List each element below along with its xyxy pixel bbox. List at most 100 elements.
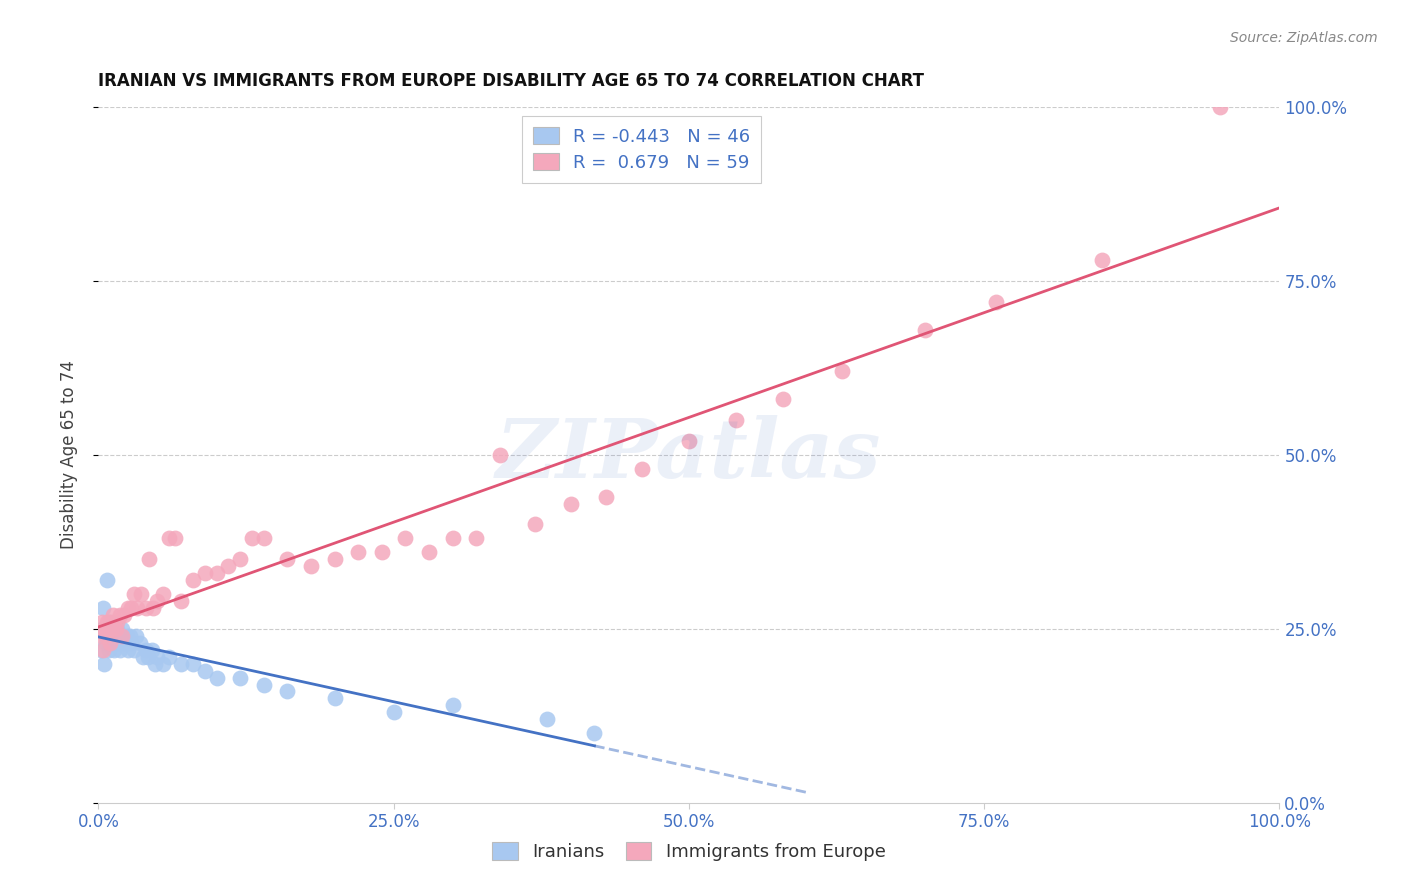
Point bbox=[595, 490, 617, 504]
Point bbox=[103, 615, 125, 629]
Point bbox=[98, 642, 121, 657]
Point bbox=[772, 392, 794, 407]
Point bbox=[560, 497, 582, 511]
Point bbox=[217, 559, 239, 574]
Point bbox=[143, 657, 166, 671]
Point bbox=[181, 657, 204, 671]
Point bbox=[127, 601, 149, 615]
Point bbox=[524, 517, 547, 532]
Point bbox=[122, 587, 145, 601]
Point bbox=[323, 552, 346, 566]
Point bbox=[135, 642, 157, 657]
Point bbox=[725, 413, 748, 427]
Point bbox=[90, 629, 112, 643]
Point bbox=[205, 566, 228, 581]
Point bbox=[136, 649, 159, 664]
Point bbox=[115, 629, 138, 643]
Point bbox=[229, 671, 252, 685]
Point bbox=[121, 636, 143, 650]
Point bbox=[831, 364, 853, 378]
Point bbox=[91, 622, 114, 636]
Point bbox=[108, 642, 131, 657]
Point bbox=[111, 622, 134, 636]
Point bbox=[678, 434, 700, 448]
Point bbox=[107, 636, 129, 650]
Legend: Iranians, Immigrants from Europe: Iranians, Immigrants from Europe bbox=[484, 833, 894, 871]
Point bbox=[101, 622, 124, 636]
Text: IRANIAN VS IMMIGRANTS FROM EUROPE DISABILITY AGE 65 TO 74 CORRELATION CHART: IRANIAN VS IMMIGRANTS FROM EUROPE DISABI… bbox=[98, 72, 924, 90]
Point bbox=[489, 448, 512, 462]
Point bbox=[138, 552, 160, 566]
Point bbox=[100, 622, 122, 636]
Point bbox=[98, 636, 121, 650]
Point bbox=[165, 532, 187, 546]
Point bbox=[630, 462, 652, 476]
Point bbox=[101, 607, 124, 622]
Point bbox=[128, 636, 150, 650]
Point bbox=[1209, 100, 1232, 114]
Point bbox=[229, 552, 252, 566]
Point bbox=[112, 607, 135, 622]
Point bbox=[323, 691, 346, 706]
Point bbox=[122, 642, 145, 657]
Point bbox=[205, 671, 228, 685]
Point bbox=[299, 559, 322, 574]
Point bbox=[157, 649, 180, 664]
Point bbox=[105, 615, 128, 629]
Point bbox=[117, 601, 139, 615]
Point bbox=[253, 677, 276, 691]
Point bbox=[97, 622, 120, 636]
Point bbox=[135, 601, 157, 615]
Point bbox=[181, 573, 204, 587]
Point bbox=[96, 615, 118, 629]
Point bbox=[132, 649, 155, 664]
Point bbox=[276, 552, 298, 566]
Point bbox=[91, 615, 114, 629]
Point bbox=[110, 629, 132, 643]
Point bbox=[146, 594, 169, 608]
Point bbox=[536, 712, 558, 726]
Point bbox=[94, 636, 117, 650]
Point bbox=[146, 649, 169, 664]
Point bbox=[111, 629, 134, 643]
Point bbox=[465, 532, 488, 546]
Point bbox=[441, 532, 464, 546]
Point bbox=[347, 545, 370, 559]
Point bbox=[152, 657, 174, 671]
Point bbox=[98, 615, 121, 629]
Point bbox=[98, 615, 121, 629]
Point bbox=[121, 601, 143, 615]
Point bbox=[141, 642, 163, 657]
Point bbox=[441, 698, 464, 713]
Point bbox=[1091, 253, 1114, 268]
Point bbox=[170, 657, 193, 671]
Point bbox=[194, 566, 217, 581]
Point bbox=[129, 587, 152, 601]
Point bbox=[984, 294, 1007, 309]
Point bbox=[105, 629, 128, 643]
Point bbox=[914, 323, 936, 337]
Point bbox=[253, 532, 276, 546]
Point bbox=[583, 726, 606, 740]
Point bbox=[157, 532, 180, 546]
Point bbox=[152, 587, 174, 601]
Point bbox=[112, 636, 135, 650]
Point bbox=[103, 642, 125, 657]
Point bbox=[93, 622, 115, 636]
Point bbox=[125, 629, 148, 643]
Point bbox=[91, 642, 114, 657]
Point bbox=[108, 607, 131, 622]
Point bbox=[240, 532, 263, 546]
Point bbox=[142, 601, 165, 615]
Text: Source: ZipAtlas.com: Source: ZipAtlas.com bbox=[1230, 31, 1378, 45]
Point bbox=[371, 545, 394, 559]
Point bbox=[100, 629, 122, 643]
Point bbox=[120, 629, 142, 643]
Point bbox=[91, 601, 114, 615]
Point bbox=[382, 706, 405, 720]
Point bbox=[276, 684, 298, 698]
Point bbox=[90, 642, 112, 657]
Point bbox=[418, 545, 440, 559]
Point bbox=[105, 622, 128, 636]
Text: ZIPatlas: ZIPatlas bbox=[496, 415, 882, 495]
